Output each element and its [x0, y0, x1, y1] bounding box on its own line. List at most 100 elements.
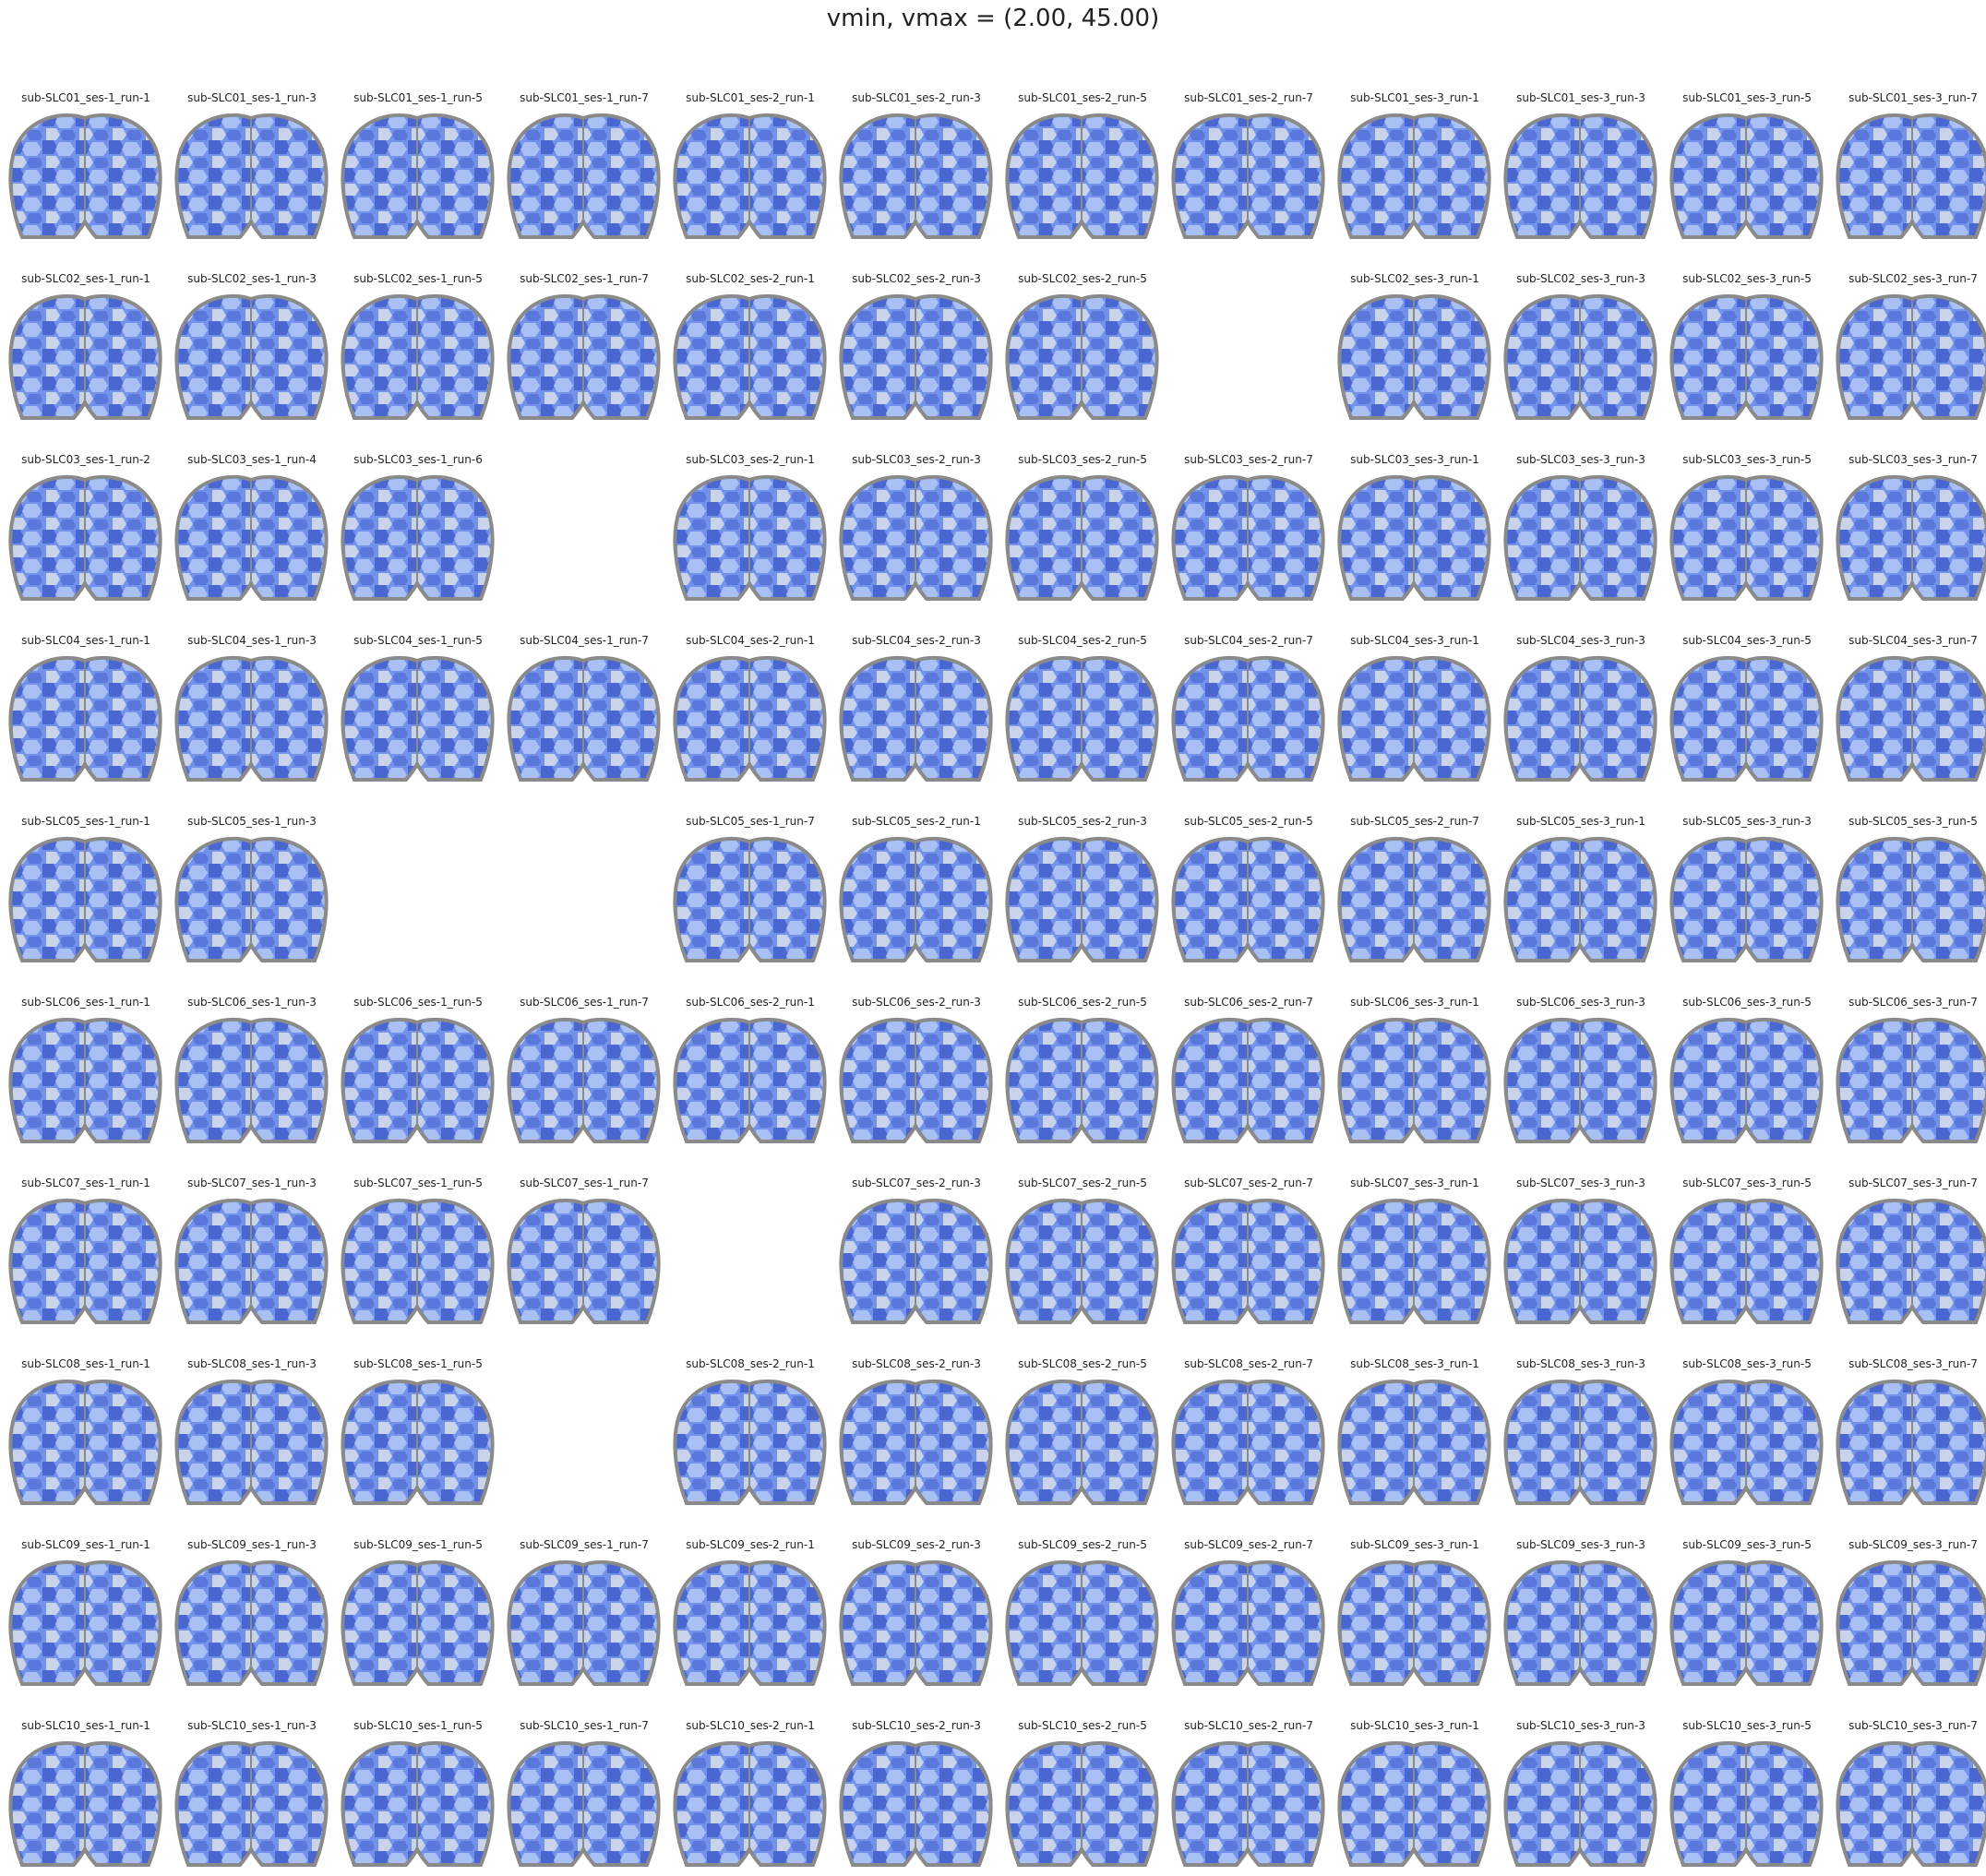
brain-map [839, 1017, 993, 1143]
brain-map [341, 1379, 495, 1505]
panel-label: sub-SLC04_ses-3_run-1 [1350, 634, 1479, 647]
brain-map [507, 655, 661, 782]
brain-map [8, 836, 162, 962]
panel-label: sub-SLC09_ses-3_run-5 [1682, 1538, 1812, 1551]
brain-map [1171, 113, 1325, 239]
panel-label: sub-SLC03_ses-1_run-2 [21, 453, 150, 466]
panel-label: sub-SLC06_ses-1_run-5 [353, 996, 483, 1009]
brain-map [1171, 474, 1325, 601]
brain-map [174, 1740, 329, 1867]
panel-label: sub-SLC07_ses-3_run-3 [1516, 1177, 1645, 1189]
brain-map [1337, 1559, 1491, 1686]
brain-map [1503, 1740, 1657, 1867]
brain-map [1171, 836, 1325, 962]
brain-map [1005, 655, 1159, 782]
brain-map [1171, 1198, 1325, 1324]
panel-label: sub-SLC03_ses-2_run-3 [852, 453, 981, 466]
panel-label: sub-SLC09_ses-1_run-7 [520, 1538, 649, 1551]
panel-label: sub-SLC10_ses-1_run-7 [520, 1719, 649, 1732]
brain-map [1503, 655, 1657, 782]
panel-label: sub-SLC02_ses-3_run-3 [1516, 272, 1645, 285]
panel-label: sub-SLC08_ses-2_run-1 [686, 1357, 815, 1370]
brain-map [839, 293, 993, 420]
panel-label: sub-SLC03_ses-3_run-3 [1516, 453, 1645, 466]
brain-map [507, 1559, 661, 1686]
brain-map [8, 1740, 162, 1867]
panel-label: sub-SLC05_ses-2_run-5 [1184, 815, 1313, 828]
panel-label: sub-SLC08_ses-1_run-5 [353, 1357, 483, 1370]
panel-label: sub-SLC08_ses-1_run-3 [187, 1357, 317, 1370]
panel-label: sub-SLC07_ses-2_run-3 [852, 1177, 981, 1189]
panel-label: sub-SLC05_ses-1_run-1 [21, 815, 150, 828]
panel-label: sub-SLC02_ses-3_run-5 [1682, 272, 1812, 285]
panel-label: sub-SLC06_ses-2_run-3 [852, 996, 981, 1009]
brain-map [341, 1740, 495, 1867]
panel-label: sub-SLC02_ses-3_run-7 [1848, 272, 1978, 285]
brain-map [1669, 1379, 1824, 1505]
panel-label: sub-SLC05_ses-1_run-3 [187, 815, 317, 828]
brain-map [673, 1559, 827, 1686]
panel-label: sub-SLC07_ses-3_run-7 [1848, 1177, 1978, 1189]
panel-label: sub-SLC08_ses-3_run-7 [1848, 1357, 1978, 1370]
brain-map [341, 1017, 495, 1143]
brain-map [1005, 1198, 1159, 1324]
panel-label: sub-SLC10_ses-1_run-5 [353, 1719, 483, 1732]
brain-map [673, 1379, 827, 1505]
brain-map [1005, 1017, 1159, 1143]
brain-map [1669, 293, 1824, 420]
brain-map [839, 474, 993, 601]
brain-map [1337, 1740, 1491, 1867]
brain-map [1669, 1198, 1824, 1324]
brain-map [673, 1017, 827, 1143]
panel-label: sub-SLC03_ses-3_run-5 [1682, 453, 1812, 466]
panel-label: sub-SLC08_ses-1_run-1 [21, 1357, 150, 1370]
brain-map [174, 474, 329, 601]
panel-label: sub-SLC07_ses-1_run-1 [21, 1177, 150, 1189]
brain-map [1337, 474, 1491, 601]
panel-label: sub-SLC02_ses-2_run-3 [852, 272, 981, 285]
panel-label: sub-SLC03_ses-2_run-7 [1184, 453, 1313, 466]
panel-label: sub-SLC10_ses-3_run-3 [1516, 1719, 1645, 1732]
brain-map [341, 113, 495, 239]
brain-map [1669, 1017, 1824, 1143]
panel-label: sub-SLC03_ses-2_run-5 [1018, 453, 1147, 466]
panel-label: sub-SLC04_ses-1_run-3 [187, 634, 317, 647]
brain-map [8, 1198, 162, 1324]
brain-map [1503, 1379, 1657, 1505]
panel-label: sub-SLC01_ses-2_run-1 [686, 91, 815, 104]
panel-label: sub-SLC10_ses-2_run-3 [852, 1719, 981, 1732]
panel-label: sub-SLC06_ses-3_run-5 [1682, 996, 1812, 1009]
panel-label: sub-SLC09_ses-1_run-1 [21, 1538, 150, 1551]
brain-map [174, 836, 329, 962]
panel-label: sub-SLC04_ses-3_run-7 [1848, 634, 1978, 647]
panel-label: sub-SLC10_ses-3_run-7 [1848, 1719, 1978, 1732]
panel-label: sub-SLC01_ses-1_run-7 [520, 91, 649, 104]
panel-label: sub-SLC01_ses-3_run-1 [1350, 91, 1479, 104]
brain-map [1337, 1017, 1491, 1143]
brain-map [8, 655, 162, 782]
panel-label: sub-SLC02_ses-2_run-1 [686, 272, 815, 285]
panel-label: sub-SLC06_ses-1_run-3 [187, 996, 317, 1009]
panel-label: sub-SLC07_ses-1_run-5 [353, 1177, 483, 1189]
brain-map [1503, 1559, 1657, 1686]
panel-label: sub-SLC01_ses-3_run-7 [1848, 91, 1978, 104]
brain-map [507, 113, 661, 239]
panel-label: sub-SLC09_ses-3_run-1 [1350, 1538, 1479, 1551]
panel-label: sub-SLC06_ses-3_run-1 [1350, 996, 1479, 1009]
brain-map [673, 655, 827, 782]
panel-label: sub-SLC08_ses-3_run-1 [1350, 1357, 1479, 1370]
brain-map [1171, 655, 1325, 782]
brain-map [507, 1198, 661, 1324]
brain-map [341, 655, 495, 782]
panel-label: sub-SLC01_ses-1_run-1 [21, 91, 150, 104]
brain-map [839, 1379, 993, 1505]
panel-label: sub-SLC07_ses-2_run-5 [1018, 1177, 1147, 1189]
brain-map [1836, 655, 1986, 782]
brain-map [1669, 474, 1824, 601]
brain-map [1337, 1198, 1491, 1324]
brain-map [1836, 474, 1986, 601]
panel-label: sub-SLC09_ses-3_run-3 [1516, 1538, 1645, 1551]
brain-map [1836, 1559, 1986, 1686]
